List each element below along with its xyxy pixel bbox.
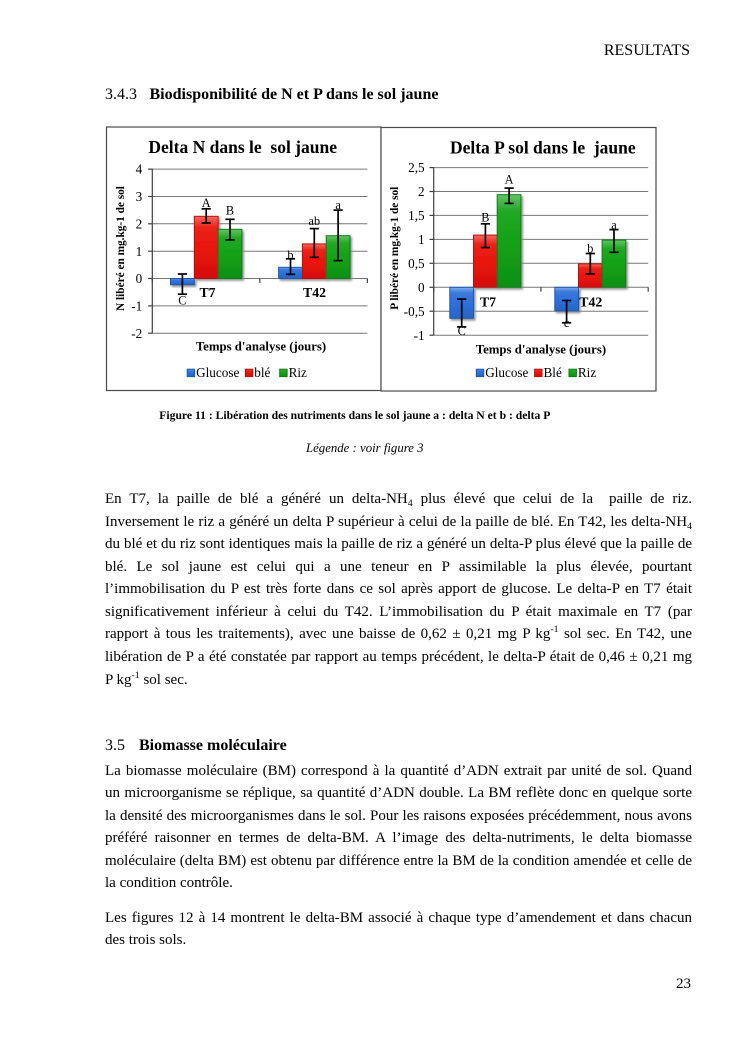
svg-text:1,5: 1,5: [408, 208, 425, 223]
svg-text:Blé: Blé: [544, 365, 562, 380]
svg-text:b: b: [587, 242, 593, 256]
svg-text:P libéré en mg.kg-1 de sol: P libéré en mg.kg-1 de sol: [389, 187, 401, 310]
svg-text:Riz: Riz: [289, 365, 307, 380]
svg-text:-1: -1: [414, 328, 425, 343]
svg-text:1: 1: [418, 232, 425, 247]
svg-text:Temps d'analyse (jours): Temps d'analyse (jours): [196, 340, 326, 354]
svg-text:B: B: [226, 203, 234, 217]
svg-text:2: 2: [136, 216, 143, 231]
svg-text:-2: -2: [131, 326, 142, 341]
svg-text:Delta N dans le sol jaune: Delta N dans le sol jaune: [148, 137, 337, 157]
svg-text:A: A: [202, 196, 211, 210]
svg-text:0: 0: [136, 271, 143, 286]
svg-text:a: a: [335, 198, 341, 212]
svg-text:C: C: [178, 294, 186, 308]
svg-text:B: B: [481, 211, 489, 225]
svg-text:Riz: Riz: [578, 365, 596, 380]
svg-text:blé: blé: [254, 365, 270, 380]
svg-text:4: 4: [136, 162, 143, 177]
svg-text:3: 3: [136, 189, 143, 204]
svg-text:T7: T7: [199, 285, 215, 300]
svg-text:-1: -1: [131, 299, 142, 314]
svg-text:Delta P sol dans le jaune: Delta P sol dans le jaune: [450, 137, 636, 157]
svg-text:T7: T7: [480, 295, 496, 310]
svg-text:T42: T42: [303, 285, 326, 300]
svg-text:b: b: [287, 248, 293, 262]
svg-text:ab: ab: [308, 214, 320, 228]
svg-text:0: 0: [418, 280, 425, 295]
svg-text:N libéré en mg.kg-1 de sol: N libéré en mg.kg-1 de sol: [115, 186, 127, 311]
svg-text:1: 1: [136, 244, 143, 259]
svg-text:a: a: [611, 218, 617, 232]
svg-text:A: A: [505, 172, 514, 186]
svg-text:-0,5: -0,5: [404, 304, 425, 319]
svg-text:0,5: 0,5: [408, 256, 425, 271]
svg-text:Glucose: Glucose: [196, 365, 239, 380]
svg-text:T42: T42: [579, 295, 602, 310]
svg-text:Temps d'analyse (jours): Temps d'analyse (jours): [476, 342, 606, 356]
svg-text:Glucose: Glucose: [485, 365, 528, 380]
svg-text:C: C: [458, 324, 466, 338]
svg-text:2: 2: [418, 184, 425, 199]
svg-text:c: c: [564, 316, 570, 330]
svg-text:2,5: 2,5: [408, 160, 425, 175]
